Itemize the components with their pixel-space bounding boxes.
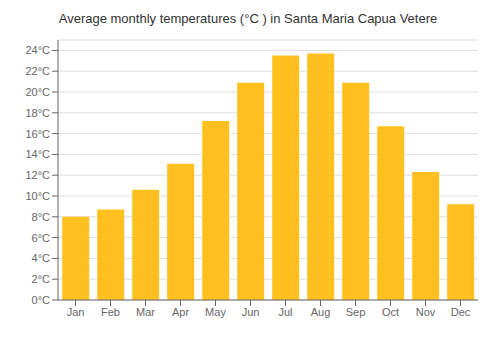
svg-text:Nov: Nov [416,306,436,318]
svg-text:Sep: Sep [346,306,366,318]
svg-text:0°C: 0°C [32,294,51,306]
svg-text:2°C: 2°C [32,273,51,285]
svg-text:Feb: Feb [101,306,120,318]
svg-text:Apr: Apr [172,306,189,318]
svg-text:8°C: 8°C [32,211,51,223]
svg-text:14°C: 14°C [25,148,50,160]
svg-text:Mar: Mar [136,306,155,318]
svg-text:Jan: Jan [67,306,85,318]
svg-text:Oct: Oct [382,306,399,318]
svg-text:12°C: 12°C [25,169,50,181]
svg-text:May: May [205,306,226,318]
svg-text:16°C: 16°C [25,128,50,140]
svg-text:Jun: Jun [242,306,260,318]
svg-text:24°C: 24°C [25,44,50,56]
html-text:Average monthly temperatures (: Average monthly temperatures (°C ) in Sa… [58,11,438,26]
svg-text:10°C: 10°C [25,190,50,202]
svg-text:Jul: Jul [278,306,292,318]
svg-text:18°C: 18°C [25,107,50,119]
svg-text:20°C: 20°C [25,86,50,98]
svg-text:6°C: 6°C [32,232,51,244]
svg-text:Dec: Dec [451,306,471,318]
svg-text:22°C: 22°C [25,65,50,77]
svg-text:4°C: 4°C [32,252,51,264]
svg-text:Aug: Aug [311,306,331,318]
